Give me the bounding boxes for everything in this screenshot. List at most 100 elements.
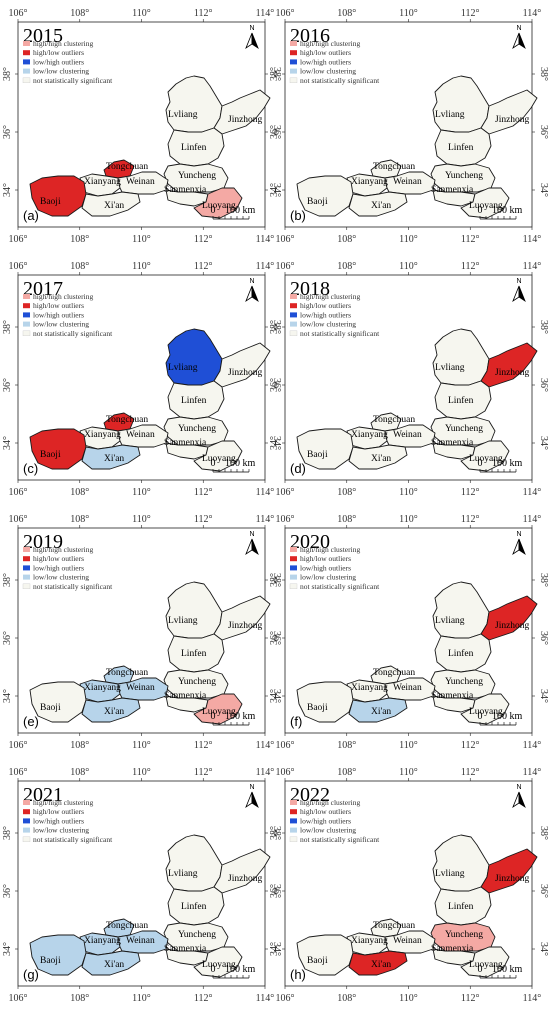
legend-swatch-not_significant — [289, 77, 298, 83]
lon-tick-label: 112° — [194, 993, 213, 1004]
city-label-linfen: Linfen — [448, 901, 474, 912]
lat-tick-label: 38° — [538, 320, 549, 334]
legend-swatch-high_low — [290, 556, 297, 562]
city-label-sanmenxia: Sanmenxia — [431, 185, 474, 195]
lat-tick-label: 34° — [269, 436, 280, 450]
lon-tick-label: 106° — [9, 8, 28, 19]
north-arrow-icon: N — [245, 531, 259, 556]
lon-tick-label: 108° — [337, 261, 356, 272]
lon-tick-label: 106° — [9, 740, 28, 751]
lon-tick-label: 114° — [256, 261, 275, 272]
city-label-weinan: Weinan — [393, 936, 422, 946]
legend-label-not_significant: not statistically significant — [300, 582, 380, 591]
lon-tick-label: 112° — [461, 487, 480, 498]
region-luoyang — [193, 693, 243, 725]
legend-swatch-high_high — [290, 547, 297, 552]
scale-bar: 0 100 km — [211, 205, 256, 220]
legend-label-high_low: high/low outliers — [33, 301, 84, 310]
legend-swatch-not_significant — [22, 583, 31, 589]
lon-tick-label: 112° — [461, 8, 480, 19]
legend-label-high_high: high/high clustering — [33, 545, 93, 554]
scale-distance: 100 km — [492, 964, 523, 975]
city-label-weinan: Weinan — [126, 936, 155, 946]
lon-tick-label: 114° — [256, 487, 275, 498]
lat-tick-label: 34° — [271, 689, 282, 703]
panel-year-title: 2016 — [290, 25, 330, 47]
lon-tick-label: 106° — [9, 234, 28, 245]
north-arrow-icon: N — [245, 278, 259, 303]
legend-label-low_low: low/low clustering — [33, 573, 89, 582]
lon-tick-label: 110° — [399, 234, 418, 245]
legend-swatch-low_high — [290, 59, 297, 65]
legend-swatch-low_high — [23, 59, 30, 65]
city-label-xianyang: Xianyang — [84, 683, 121, 693]
city-label-tongchuan: Tongchuan — [373, 668, 415, 678]
panel-year-title: 2017 — [23, 278, 63, 300]
legend-label-not_significant: not statistically significant — [33, 582, 113, 591]
region-xian — [81, 950, 141, 976]
lon-tick-label: 106° — [276, 514, 295, 525]
lon-tick-label: 114° — [523, 514, 542, 525]
lat-tick-label: 36° — [2, 378, 13, 392]
legend-label-high_low: high/low outliers — [300, 301, 351, 310]
lat-tick-label: 36° — [269, 884, 280, 898]
lon-tick-label: 112° — [194, 740, 213, 751]
north-arrow-right — [518, 32, 526, 50]
map-panel-2019: 106° 106° 108° 108° 110° 110° 112° 112° 114° 114°… — [2, 514, 282, 751]
lon-tick-label: 112° — [194, 767, 213, 778]
lat-tick-label: 38° — [538, 573, 549, 587]
lat-tick-label: 38° — [269, 826, 280, 840]
lat-tick-label: 34° — [538, 183, 549, 197]
lon-tick-label: 110° — [132, 261, 151, 272]
city-label-jinzhong: Jinzhong — [495, 368, 530, 378]
panel-sublabel: (f) — [290, 714, 302, 729]
north-label: N — [249, 531, 254, 538]
lat-tick-label: 38° — [2, 320, 13, 334]
region-linfen — [167, 127, 225, 167]
legend-label-high_low: high/low outliers — [300, 554, 351, 563]
lon-tick-label: 108° — [337, 514, 356, 525]
legend-label-low_high: low/high outliers — [300, 57, 351, 66]
legend-swatch-low_low — [290, 321, 297, 327]
panel-year-title: 2018 — [290, 278, 330, 300]
lon-tick-label: 108° — [70, 234, 89, 245]
city-label-jinzhong: Jinzhong — [228, 874, 263, 884]
north-label: N — [516, 278, 521, 285]
lon-tick-label: 114° — [256, 514, 275, 525]
legend-label-high_high: high/high clustering — [33, 798, 93, 807]
city-label-tongchuan: Tongchuan — [106, 162, 148, 172]
legend-swatch-not_significant — [22, 77, 31, 83]
city-label-yuncheng: Yuncheng — [178, 424, 216, 434]
city-label-xian: Xi'an — [104, 454, 124, 464]
city-label-lvliang: Lvliang — [435, 110, 465, 120]
lon-tick-label: 110° — [399, 993, 418, 1004]
lat-tick-label: 38° — [2, 826, 13, 840]
lon-tick-label: 108° — [337, 740, 356, 751]
north-arrow-icon: N — [245, 25, 259, 50]
legend-label-not_significant: not statistically significant — [300, 329, 380, 338]
lon-tick-label: 108° — [70, 767, 89, 778]
lat-tick-label: 34° — [538, 436, 549, 450]
lat-tick-label: 36° — [271, 125, 282, 139]
region-xian — [348, 950, 408, 976]
city-label-lvliang: Lvliang — [168, 616, 198, 626]
north-arrow-icon: N — [512, 784, 526, 809]
legend-swatch-high_low — [23, 303, 30, 309]
legend-swatch-low_high — [23, 565, 30, 571]
lon-tick-label: 106° — [9, 514, 28, 525]
lon-tick-label: 106° — [276, 487, 295, 498]
lat-tick-label: 38° — [271, 573, 282, 587]
region-weinan — [117, 677, 169, 701]
north-arrow-icon: N — [245, 784, 259, 809]
lat-tick-label: 36° — [538, 631, 549, 645]
north-label: N — [516, 531, 521, 538]
legend-label-high_high: high/high clustering — [300, 39, 360, 48]
panel-year-title: 2020 — [290, 531, 330, 553]
lon-tick-label: 110° — [132, 487, 151, 498]
scale-distance: 100 km — [225, 964, 256, 975]
map-panel-2022: 106° 106° 108° 108° 110° 110° 112° 112° 114° 114°… — [269, 767, 549, 1004]
lon-tick-label: 108° — [337, 8, 356, 19]
legend-swatch-high_low — [23, 809, 30, 815]
lat-tick-label: 38° — [2, 67, 13, 81]
region-linfen — [167, 886, 225, 926]
